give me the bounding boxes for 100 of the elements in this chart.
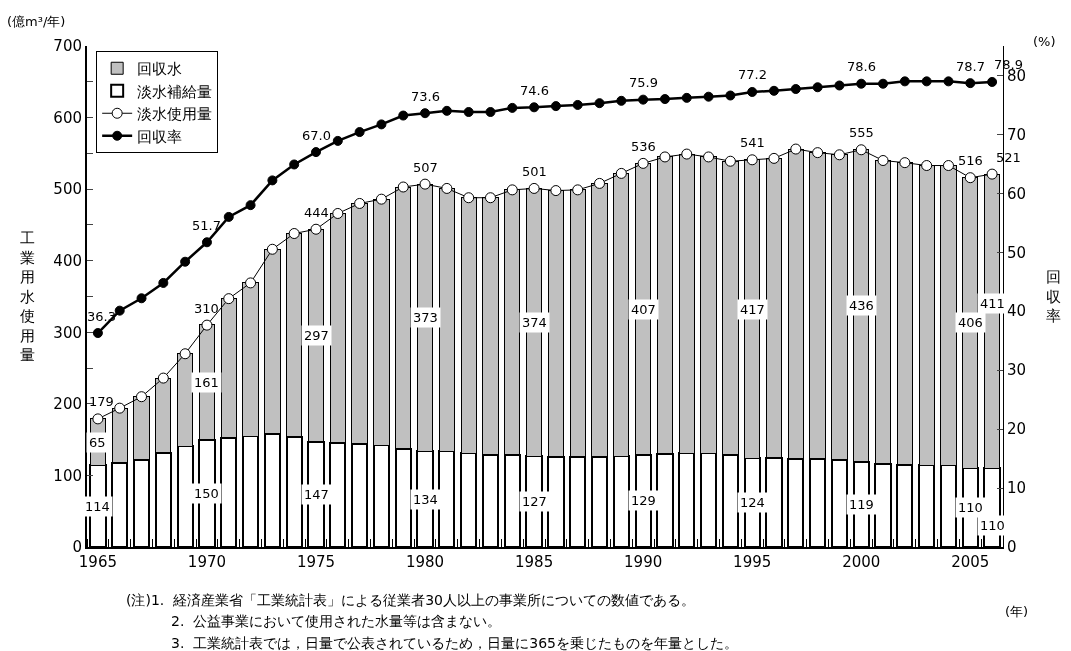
point — [986, 168, 998, 180]
point — [769, 85, 779, 96]
point — [550, 101, 561, 112]
y-axis-title: 工業用水使用量 — [20, 229, 35, 364]
y2-tick-label: 30 — [1007, 361, 1027, 380]
data-label: 536 — [631, 139, 656, 154]
point — [375, 193, 387, 205]
data-label: 436 — [849, 298, 874, 313]
data-label: 373 — [413, 310, 438, 325]
point — [332, 135, 343, 146]
point — [899, 157, 911, 169]
y2-axis-title: 回収率 — [1046, 268, 1061, 325]
data-label: 78.7 — [956, 59, 985, 74]
text: (億m³/年) — [7, 14, 66, 29]
point — [921, 160, 933, 172]
data-label: 74.6 — [520, 83, 549, 98]
x-tick-label: 1980 — [405, 553, 445, 571]
point — [507, 102, 518, 113]
point — [681, 148, 693, 160]
point — [550, 185, 562, 197]
point — [419, 178, 431, 190]
point — [703, 91, 714, 102]
point — [529, 102, 540, 113]
point — [267, 175, 278, 186]
point — [856, 78, 867, 89]
point — [245, 277, 257, 289]
point — [834, 80, 845, 91]
point — [398, 110, 409, 121]
data-label: 134 — [413, 492, 438, 507]
y2-tick-label: 40 — [1007, 302, 1027, 321]
data-label: 67.0 — [302, 128, 331, 143]
y-tick-label: 300 — [53, 323, 82, 342]
text: (年) — [1005, 604, 1029, 619]
legend-label: 回収率 — [137, 127, 183, 146]
data-label: 65 — [89, 435, 106, 450]
point — [136, 391, 148, 403]
point — [528, 182, 540, 194]
data-label: 406 — [958, 315, 983, 330]
data-label: 150 — [194, 486, 219, 501]
point — [615, 167, 627, 179]
point — [114, 305, 125, 316]
point — [157, 372, 169, 384]
text: (注)1. 経済産業省「工業統計表」による従業者30人以上の事業所についての数値である。 — [126, 592, 695, 608]
x-tick-label: 1965 — [78, 553, 117, 571]
y-tick-label: 200 — [53, 395, 82, 414]
point — [245, 200, 256, 211]
data-label: 541 — [740, 135, 765, 150]
y-tick-label: 400 — [53, 251, 82, 270]
point — [485, 107, 496, 118]
point — [746, 154, 758, 166]
point — [899, 76, 910, 87]
point — [223, 293, 235, 305]
y2-tick-label: 60 — [1007, 184, 1027, 203]
y2-tick-label: 20 — [1007, 420, 1027, 439]
data-label: 73.6 — [411, 89, 440, 104]
point — [266, 243, 278, 255]
point — [964, 172, 976, 184]
legend-label: 淡水補給量 — [137, 82, 213, 101]
data-label: 51.7 — [192, 218, 221, 233]
x-tick-label: 2005 — [951, 553, 990, 571]
point — [725, 90, 736, 101]
point — [463, 107, 474, 118]
point — [506, 184, 518, 196]
data-label: 507 — [413, 160, 438, 175]
point — [289, 159, 300, 170]
point — [201, 319, 213, 331]
point — [180, 256, 191, 267]
x-tick-label: 2000 — [842, 553, 881, 571]
point — [616, 95, 627, 106]
point — [420, 108, 431, 119]
data-label: 516 — [958, 153, 983, 168]
data-label: 75.9 — [629, 75, 658, 90]
point — [812, 147, 824, 159]
data-label: 161 — [194, 375, 219, 390]
text: 2. 公益事業において使用された水量等は含まない。 — [171, 613, 502, 629]
point — [659, 94, 670, 105]
data-label: 501 — [522, 164, 547, 179]
y-tick-label: 700 — [53, 37, 82, 56]
point — [376, 119, 387, 130]
y2-tick-label: 10 — [1007, 479, 1027, 498]
data-label: 555 — [849, 125, 874, 140]
y-tick-label: 100 — [53, 466, 82, 485]
point — [484, 192, 496, 204]
data-label: 36.3 — [87, 309, 116, 324]
point — [987, 76, 998, 87]
point — [878, 78, 889, 89]
data-label: 407 — [631, 302, 656, 317]
point — [92, 413, 104, 425]
x-tick-label: 1975 — [296, 553, 336, 571]
x-tick-label: 1970 — [187, 553, 227, 571]
point — [724, 155, 736, 167]
data-label: 129 — [631, 493, 656, 508]
point — [965, 78, 976, 89]
point — [942, 160, 954, 172]
point — [572, 184, 584, 196]
data-label: 119 — [849, 497, 874, 512]
point — [638, 94, 649, 105]
y2-tick-label: 0 — [1007, 538, 1017, 557]
point — [310, 223, 322, 235]
point — [223, 211, 234, 222]
